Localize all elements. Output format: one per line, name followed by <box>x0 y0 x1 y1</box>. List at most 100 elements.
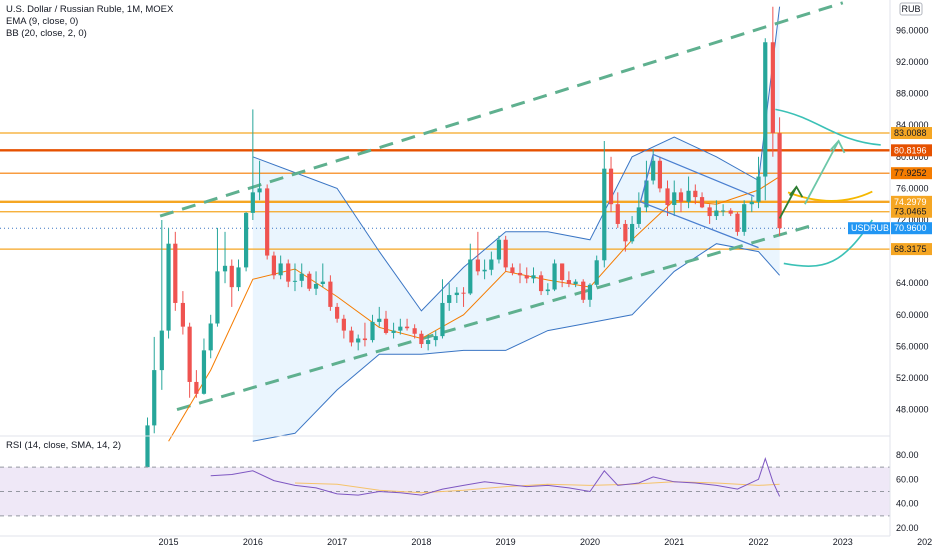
price-tag-label-5: 68.3175 <box>894 244 927 254</box>
candle-49 <box>489 259 494 270</box>
candle-55 <box>531 275 536 279</box>
candle-47 <box>475 259 480 272</box>
candle-18 <box>271 255 277 276</box>
candle-31 <box>362 338 368 341</box>
candle-12 <box>229 265 234 288</box>
candle-68 <box>623 223 628 242</box>
candle-17 <box>265 188 270 256</box>
candle-60 <box>566 280 571 284</box>
rsi-tick-0: 80.00 <box>896 450 919 460</box>
price-tick-6: 72.0000 <box>896 215 929 225</box>
price-tick-7: 64.0000 <box>896 278 929 288</box>
rsi-tick-1: 60.00 <box>896 474 919 484</box>
candle-79 <box>699 197 705 208</box>
price-tag-1 <box>891 144 932 157</box>
price-tag-label-1: 80.8196 <box>894 145 927 155</box>
candle-28 <box>341 318 346 331</box>
price-tag-label-3: 74.2979 <box>894 197 927 207</box>
channel-line-left[interactable] <box>639 154 654 202</box>
time-tick-7: 2022 <box>749 537 769 547</box>
candle-37 <box>404 326 410 329</box>
time-tick-5: 2020 <box>580 537 600 547</box>
price-tick-11: 48.0000 <box>896 405 929 415</box>
candle-15 <box>250 192 255 213</box>
candle-83 <box>728 210 733 214</box>
candle-71 <box>644 180 649 208</box>
candle-19 <box>278 263 283 276</box>
time-tick-9: 2024 <box>917 537 932 547</box>
candle-33 <box>377 318 382 322</box>
candle-72 <box>651 160 656 181</box>
channel-line-lower[interactable] <box>640 201 759 249</box>
candle-9 <box>208 323 213 351</box>
upper-trend-line[interactable] <box>159 1 844 218</box>
candle-40 <box>426 340 431 345</box>
price-tick-0: 96.0000 <box>896 25 929 35</box>
candle-43 <box>447 295 452 303</box>
last-price-tag <box>891 222 932 235</box>
bb-legend: BB (20, close, 2, 0) <box>6 28 87 39</box>
currency-box[interactable] <box>899 2 923 16</box>
arrow-up-long[interactable] <box>804 140 840 205</box>
candle-61 <box>573 281 578 284</box>
currency-label: RUB <box>901 4 920 14</box>
rsi-ma-line <box>294 481 780 494</box>
candle-59 <box>560 263 565 281</box>
candle-34 <box>383 318 389 333</box>
projection-mid-curve[interactable] <box>787 190 873 202</box>
candle-30 <box>356 338 361 343</box>
candle-8 <box>201 350 207 394</box>
candle-86 <box>749 201 754 205</box>
candle-56 <box>538 275 544 292</box>
candle-4 <box>173 243 178 303</box>
symbol-tag <box>848 222 890 235</box>
candles <box>145 6 782 485</box>
candle-69 <box>630 223 635 242</box>
price-tag-3 <box>891 195 932 208</box>
candle-41 <box>433 336 438 341</box>
candle-77 <box>686 190 691 202</box>
bb-upper-line <box>252 6 781 312</box>
candle-82 <box>721 210 726 212</box>
rsi-legend: RSI (14, close, SMA, 14, 2) <box>6 440 122 451</box>
price-tag-0 <box>891 127 932 140</box>
candle-53 <box>517 272 523 276</box>
projection-upper-curve[interactable] <box>775 108 881 146</box>
candle-78 <box>693 190 698 198</box>
price-tick-9: 56.0000 <box>896 341 929 351</box>
candle-84 <box>735 213 740 232</box>
candle-1 <box>152 370 157 426</box>
candle-14 <box>243 212 249 268</box>
candle-70 <box>636 207 641 224</box>
rsi-tick-2: 40.00 <box>896 499 919 509</box>
price-tick-4: 80.0000 <box>896 152 929 162</box>
candle-13 <box>236 267 241 288</box>
candle-36 <box>398 326 403 331</box>
lower-trend-line[interactable] <box>176 222 818 412</box>
horizontal-levels <box>0 132 890 250</box>
candle-74 <box>665 188 670 205</box>
candle-80 <box>707 207 712 217</box>
candle-50 <box>496 239 502 260</box>
price-tick-5: 76.0000 <box>896 183 929 193</box>
candle-6 <box>187 326 192 382</box>
price-tick-8: 60.0000 <box>896 310 929 320</box>
bollinger-bands <box>252 6 781 442</box>
price-tag-label-0: 83.0088 <box>894 128 927 138</box>
candle-25 <box>320 281 325 284</box>
arrow-up-short[interactable] <box>778 186 798 219</box>
candle-57 <box>545 289 550 292</box>
candle-73 <box>657 160 663 189</box>
candle-42 <box>440 302 445 337</box>
candle-58 <box>552 263 557 290</box>
rsi-line <box>210 456 781 497</box>
arrow-up-long-head <box>829 139 846 154</box>
candle-64 <box>594 260 599 285</box>
channel-line-upper[interactable] <box>652 153 755 197</box>
candle-45 <box>461 292 466 294</box>
candle-54 <box>524 275 529 279</box>
time-tick-1: 2016 <box>243 537 263 547</box>
candle-75 <box>672 192 677 205</box>
